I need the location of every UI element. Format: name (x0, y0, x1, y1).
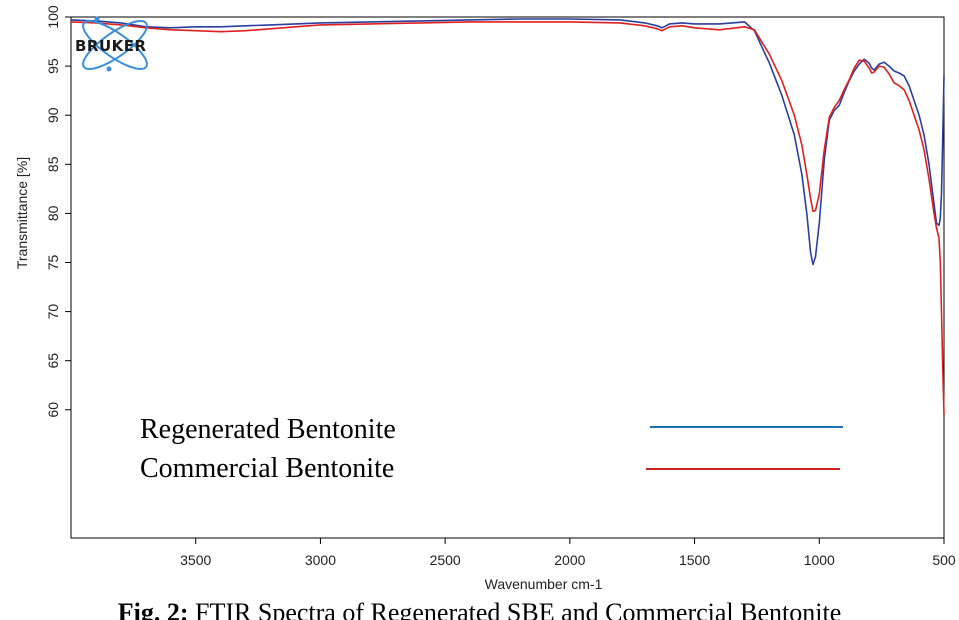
series-line-1 (70, 21, 945, 415)
logo-orbit-icon (82, 20, 148, 70)
series-layer (70, 18, 945, 415)
x-tick-label: 1000 (804, 552, 835, 568)
legend-label-regenerated: Regenerated Bentonite (140, 414, 396, 445)
y-tick-label: 65 (45, 353, 61, 369)
series-line-0 (70, 18, 945, 266)
legend-label-commercial: Commercial Bentonite (140, 453, 394, 484)
axes: 3500 3000 2500 2000 1500 1000 500 60 65 70 75 80 85 9… (14, 5, 956, 592)
figure-caption: Fig. 2: FTIR Spectra of Regenerated SBE … (0, 590, 959, 620)
caption-label: Fig. 2: (117, 598, 189, 620)
logo-electron-icon (94, 16, 100, 22)
logo-text: BRUKER (75, 37, 147, 55)
plot-frame (70, 16, 945, 539)
logo-electron-icon (106, 66, 112, 72)
x-tick-label: 2500 (430, 552, 461, 568)
x-axis-title: Wavenumber cm-1 (485, 576, 603, 592)
y-tick-label: 85 (45, 156, 61, 172)
y-tick-label: 70 (45, 304, 61, 320)
x-tick-label: 2000 (554, 552, 585, 568)
x-tick-label: 3000 (305, 552, 336, 568)
x-tick-label: 3500 (180, 552, 211, 568)
bruker-logo: BRUKER (75, 16, 148, 72)
ftir-chart: 3500 3000 2500 2000 1500 1000 500 60 65 70 75 80 85 9… (14, 5, 956, 592)
y-tick-label: 60 (45, 402, 61, 418)
y-tick-label: 100 (45, 5, 61, 29)
legend: Regenerated Bentonite Commercial Bentoni… (140, 414, 843, 484)
y-axis-title: Transmittance [%] (14, 157, 30, 269)
caption-text: FTIR Spectra of Regenerated SBE and Comm… (188, 598, 842, 620)
y-tick-label: 90 (45, 107, 61, 123)
y-tick-label: 95 (45, 58, 61, 74)
logo-orbit-icon (82, 20, 148, 70)
y-tick-label: 75 (45, 255, 61, 271)
y-tick-label: 80 (45, 205, 61, 221)
x-tick-label: 500 (932, 552, 956, 568)
x-tick-label: 1500 (679, 552, 710, 568)
